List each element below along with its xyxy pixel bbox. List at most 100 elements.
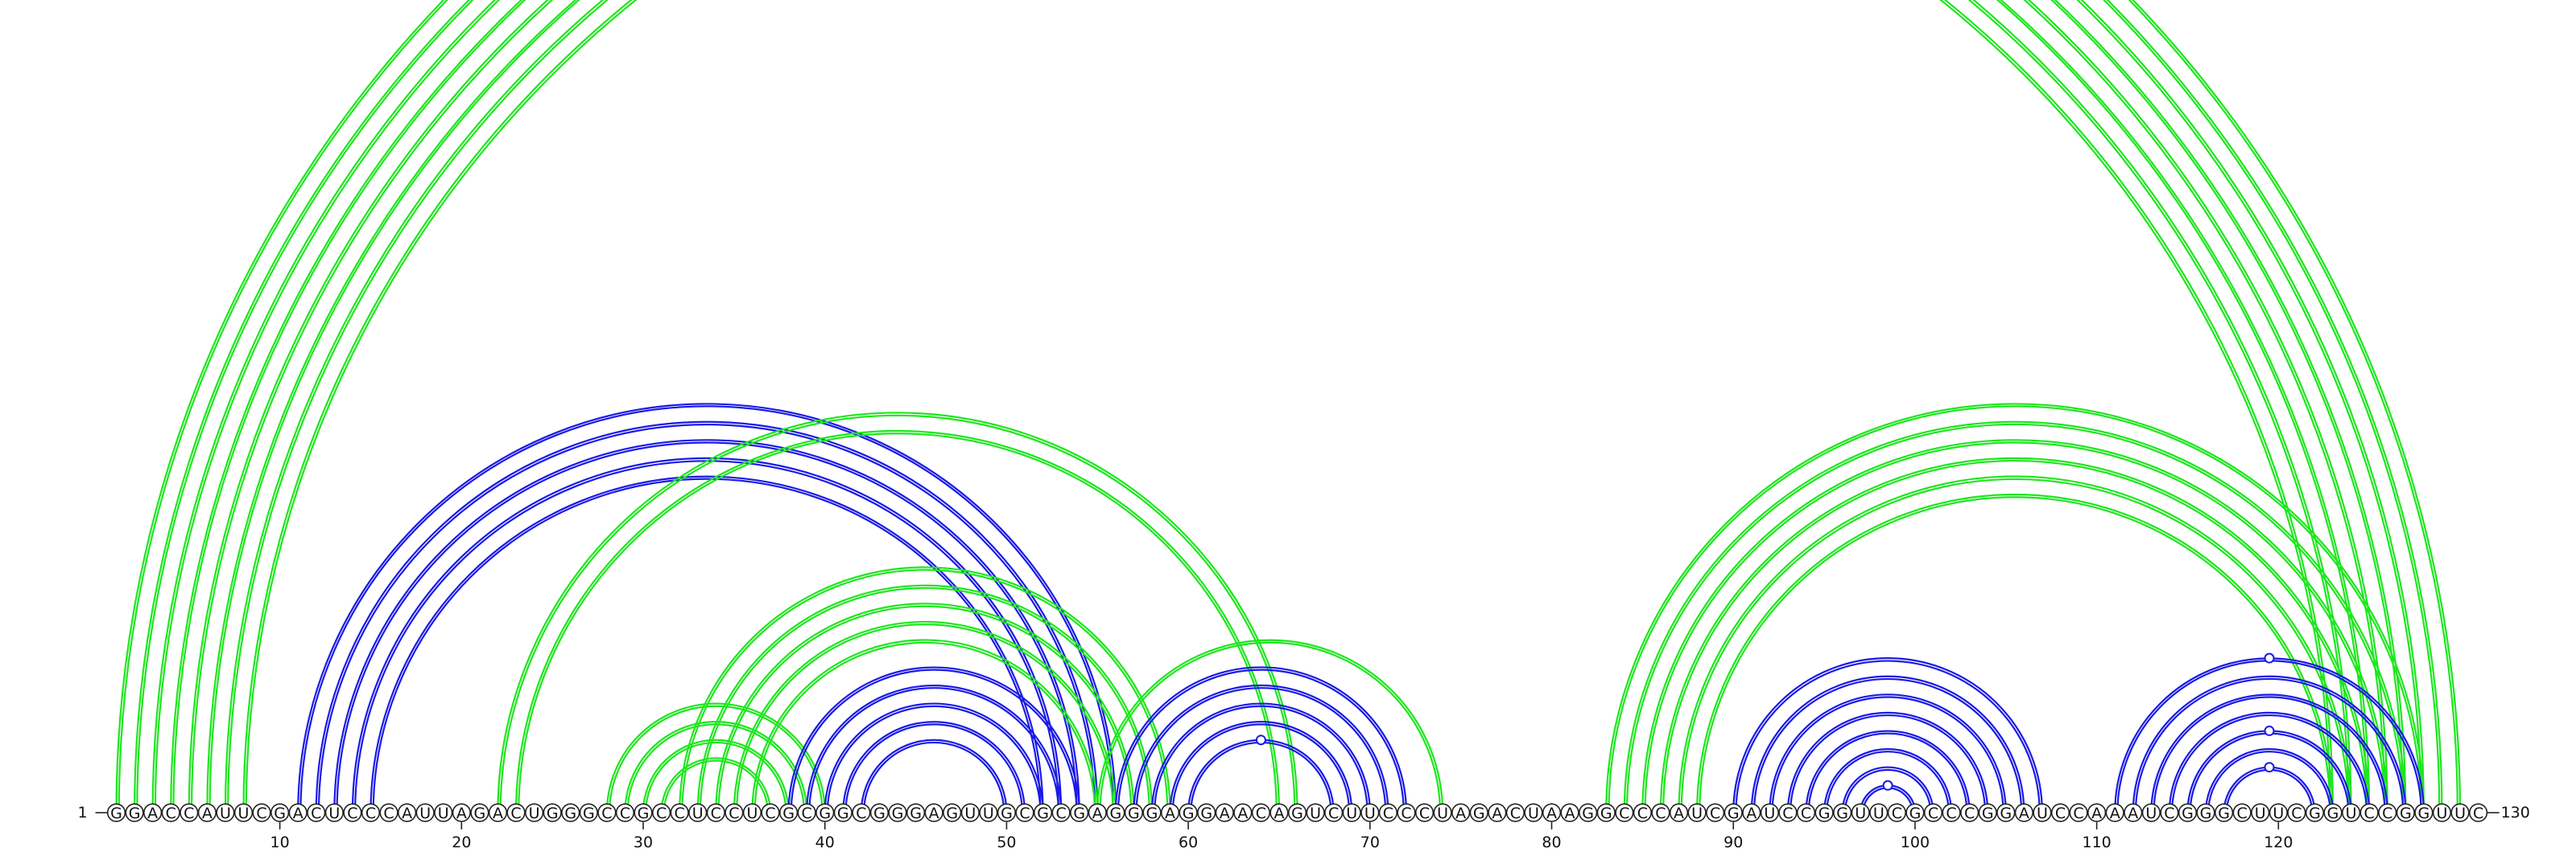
nucleotide-letter-78: C [1510,805,1521,822]
nucleotide-letter-39: C [802,805,812,822]
nucleotide-circle-100 [1905,803,1925,822]
nucleotide-letter-28: C [601,805,612,822]
nucleotide-letter-63: A [1237,805,1248,822]
nucleotide-69: U [1342,803,1361,822]
nucleotide-circle-62 [1215,803,1234,822]
nucleotide-letter-94: C [1801,805,1811,822]
nucleotide-letter-7: U [220,805,231,822]
nucleotide-letter-93: C [1782,805,1793,822]
nucleotide-4: C [161,803,180,822]
nucleotide-circle-121 [2287,803,2306,822]
base-pair-arc-87-124 [1678,475,2352,813]
nucleotide-circle-52 [1033,803,1053,822]
nucleotide-88: U [1687,803,1707,822]
nucleotide-25: G [543,803,562,822]
nucleotide-letter-12: C [311,805,321,822]
nucleotide-24: U [525,803,544,822]
nucleotide-96: G [1833,803,1852,822]
base-pair-arc-58-70 [1150,702,1371,813]
nucleotide-circle-60 [1179,803,1198,822]
nucleotide-letter-97: U [1855,805,1866,822]
base-pair-arc-90-107-inner [1735,660,2041,813]
base-pair-arc-60-68 [1187,739,1335,813]
nucleotide-40: G [815,803,835,822]
nucleotide-54: G [1070,803,1089,822]
nucleotide-circle-1 [106,803,126,822]
nucleotide-letter-95: G [1818,805,1831,822]
base-pair-arc-113-126-inner [2153,696,2386,813]
nucleotide-78: C [1505,803,1525,822]
nucleotide-letter-80: A [1546,805,1557,822]
base-pair-arc-94-103 [1805,730,1971,813]
nucleotide-letter-90: G [1728,805,1740,822]
nucleotide-letter-92: U [1764,805,1775,822]
nucleotide-circle-34 [706,803,725,822]
nucleotide-111: A [2105,803,2124,822]
nucleotide-circle-117 [2215,803,2234,822]
base-pair-arc-38-54-inner [790,669,1078,813]
nucleotide-circle-79 [1524,803,1543,822]
nucleotide-letter-89: C [1710,805,1720,822]
nucleotide-124: U [2342,803,2361,822]
nucleotide-letter-44: G [892,805,904,822]
tick-label-120: 120 [2264,834,2293,851]
nucleotide-112: A [2124,803,2143,822]
base-pair-arc-56-72-inner [1117,669,1405,813]
nucleotide-circle-71 [1378,803,1397,822]
nucleotide-20: A [452,803,471,822]
nucleotide-44: G [888,803,907,822]
nucleotide-99: C [1887,803,1906,822]
nucleotide-circle-63 [1233,803,1253,822]
nucleotide-letter-45: G [910,805,922,822]
nucleotide-73: C [1414,803,1435,822]
base-pair-arc-40-52-inner [826,705,1042,813]
base-pair-arc-88-123 [1695,494,2334,813]
nucleotide-letter-83: G [1600,805,1612,822]
base-pair-arc-14-53 [351,457,1063,813]
nucleotide-110: A [2087,803,2107,822]
nucleotide-circle-87 [1669,803,1689,822]
nucleotide-letter-1: G [110,805,122,822]
nucleotide-circle-10 [270,803,290,822]
nucleotide-circle-75 [1451,803,1471,822]
nucleotide-circle-93 [1778,803,1798,822]
nucleotide-letter-127: G [2400,805,2412,822]
nucleotide-letter-108: C [2055,805,2066,822]
nucleotide-circle-102 [1942,803,1961,822]
base-pair-arc-57-71-inner [1135,687,1387,813]
nucleotide-letter-123: G [2327,805,2339,822]
nucleotide-letter-20: A [456,805,467,822]
nucleotide-circle-65 [1269,803,1289,822]
nucleotide-circle-131 [2469,803,2488,822]
nucleotide-circle-53 [1051,803,1071,822]
tick-label-30: 30 [634,834,653,851]
nucleotide-letter-101: C [1928,805,1938,822]
nucleotide-letter-2: G [129,805,141,822]
nucleotide-95: G [1814,803,1834,822]
nucleotide-circle-30 [634,803,653,822]
nucleotide-letter-76: G [1473,805,1485,822]
base-pair-arc-15-52 [369,475,1044,813]
nucleotide-92: U [1760,803,1779,822]
nucleotide-86: C [1651,803,1670,822]
nucleotide-114: C [2160,803,2179,822]
nucleotide-letter-112: A [2128,805,2138,822]
nucleotide-letter-15: C [365,805,376,822]
tick-label-100: 100 [1901,834,1930,851]
nucleotide-circle-67 [1306,803,1325,822]
nucleotide-letter-77: A [1492,805,1502,822]
nucleotide-letter-67: U [1310,805,1321,822]
nucleotide-circle-66 [1287,803,1307,822]
base-pair-arc-41-51 [842,721,1026,813]
nucleotide-letter-54: G [1073,805,1085,822]
tick-label-60: 60 [1179,834,1198,851]
nucleotide-letter-113: U [2145,805,2157,822]
nucleotide-circle-73 [1414,803,1435,822]
nucleotide-circle-21 [470,803,489,822]
base-pair-arc-35-56 [733,620,1117,813]
nucleotide-circle-88 [1687,803,1707,822]
base-pair-arc-2-129 [133,0,2443,813]
nucleotide-letter-122: G [2309,805,2321,822]
nucleotide-letter-117: G [2218,805,2230,822]
nucleotide-letter-53: C [1055,805,1066,822]
